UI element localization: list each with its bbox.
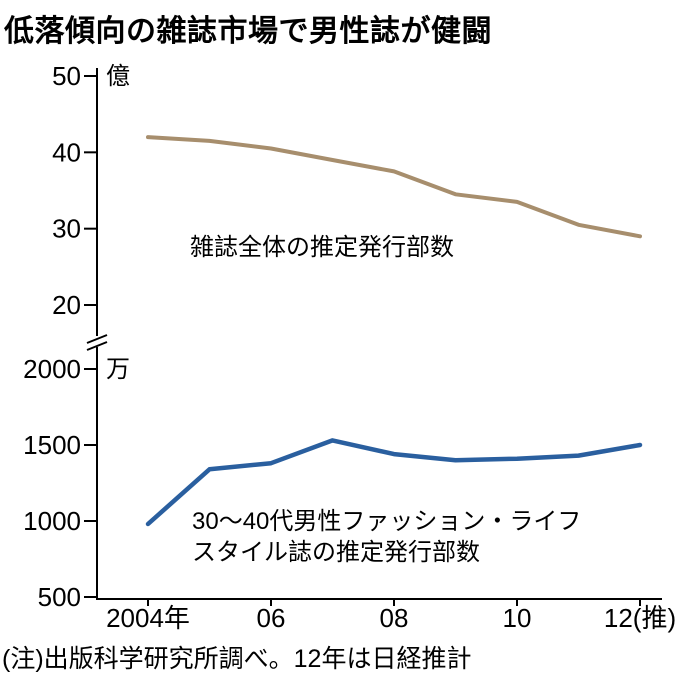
- x-tick-label: 08: [380, 603, 409, 633]
- y-tick-label: 30: [52, 214, 81, 244]
- mens-fashion-line: [145, 438, 643, 527]
- chart-title: 低落傾向の雑誌市場で男性誌が健闘: [4, 15, 492, 48]
- y-tick-label: 1000: [23, 506, 81, 536]
- y-tick-label: 20: [52, 290, 81, 320]
- x-tick-label: 10: [503, 603, 532, 633]
- source-note: (注)出版科学研究所調べ。12年は日経推計: [2, 645, 472, 673]
- x-tick-label: 2004年: [106, 603, 190, 633]
- y-tick-label: 40: [52, 137, 81, 167]
- y-tick-label: 500: [38, 582, 81, 612]
- axis-break-icon: [86, 334, 108, 351]
- annotation-mens-magazines: 30〜40代男性ファッション・ライフ スタイル誌の推定発行部数: [192, 506, 581, 568]
- x-tick-label: 06: [257, 603, 286, 633]
- unit-label-man: 万: [106, 356, 130, 383]
- y-tick-group: 50 40 30 20 2000 1500 1000 500: [23, 61, 97, 612]
- unit-label-oku: 億: [106, 63, 130, 90]
- annotation-mens-line1: 30〜40代男性ファッション・ライフ: [192, 508, 582, 535]
- y-tick-label: 50: [52, 61, 81, 91]
- y-tick-label: 2000: [23, 354, 81, 384]
- y-tick-label: 1500: [23, 430, 81, 460]
- annotation-mens-line2: スタイル誌の推定発行部数: [192, 539, 480, 566]
- total-magazines-line: [146, 135, 642, 239]
- annotation-total-magazines: 雑誌全体の推定発行部数: [190, 234, 454, 261]
- x-tick-label: 12(推): [604, 603, 676, 633]
- x-tick-group: 2004年 06 08 10 12(推): [106, 599, 676, 633]
